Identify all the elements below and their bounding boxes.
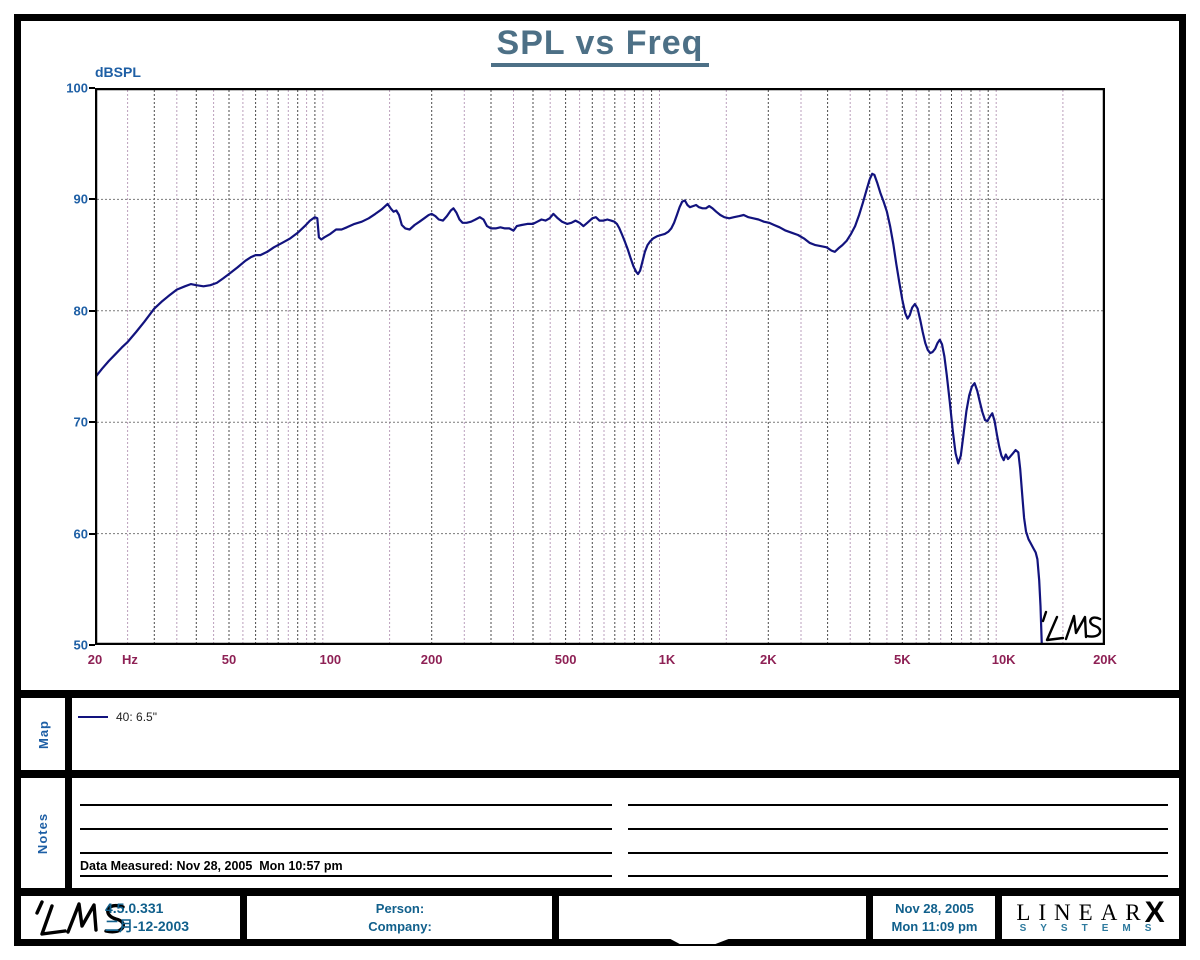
- chart-title: SPL vs Freq: [490, 24, 710, 67]
- footer-divider: [552, 896, 559, 939]
- footer-divider: [995, 896, 1002, 939]
- page-title: SPL vs Freq: [0, 24, 1200, 67]
- y-tick-label: 50: [73, 637, 88, 653]
- note-line: [80, 852, 612, 854]
- lms-logo-icon: [35, 900, 125, 936]
- y-tickmark: [89, 532, 95, 535]
- x-tick-label: 5K: [893, 652, 911, 667]
- legend-item: 40: 6.5": [78, 710, 157, 724]
- separator-notes-footer: [21, 888, 1179, 896]
- spl-curve: [95, 172, 1043, 645]
- notes-panel-label: Notes: [35, 812, 51, 854]
- vertical-gridlines: [127, 90, 1064, 643]
- legend-label: 40: 6.5": [116, 710, 157, 724]
- linearx-systems-text: SYSTEMS: [1019, 923, 1166, 934]
- y-tickmark: [89, 198, 95, 201]
- y-tickmark: [89, 644, 95, 646]
- x-tick-label: 100: [319, 652, 342, 667]
- data-measured-text: Data Measured: Nov 28, 2005 Mon 10:57 pm: [80, 859, 343, 873]
- company-label: Company:: [368, 918, 432, 934]
- linearx-wordmark: LINEAR: [1016, 900, 1149, 925]
- y-tick-label: 90: [73, 191, 88, 207]
- note-line: [628, 852, 1168, 854]
- build-date-text: 二月-12-2003: [105, 918, 190, 934]
- separator-map-notes: [21, 770, 1179, 778]
- x-tick-label: 1K: [658, 652, 676, 667]
- y-tickmark: [89, 309, 95, 312]
- footer-divider: [866, 896, 873, 939]
- y-tickmark: [89, 421, 95, 424]
- y-tick-label: 100: [66, 80, 88, 96]
- map-label-divider: [65, 698, 72, 770]
- spl-chart-svg: [95, 88, 1105, 645]
- page-border: [14, 14, 1186, 946]
- note-line: [80, 875, 612, 877]
- footer-date-text: Nov 28, 2005: [895, 900, 974, 916]
- footer-empty-cell: [560, 896, 866, 939]
- note-line: [628, 875, 1168, 877]
- note-line: [80, 828, 612, 830]
- x-tick-label: 2K: [760, 652, 777, 667]
- linearx-logo: LINEAR X SYSTEMS: [1002, 896, 1179, 939]
- x-tick-label: 20K: [1093, 652, 1117, 667]
- footer-datetime-cell: Nov 28, 2005 Mon 11:09 pm: [874, 896, 995, 939]
- y-tick-label: 80: [73, 303, 88, 319]
- linearx-x-glyph: X: [1144, 896, 1165, 929]
- lms-watermark-icon: [1041, 610, 1102, 642]
- y-axis-title: dBSPL: [95, 64, 141, 80]
- note-line: [628, 804, 1168, 806]
- y-tick-label: 60: [73, 526, 88, 542]
- horizontal-gridlines: [97, 198, 1103, 535]
- border-notch-artifact: [663, 935, 739, 944]
- y-tickmark: [89, 87, 95, 89]
- x-tick-label: 50: [221, 652, 237, 667]
- footer-person-cell: Person: Company:: [248, 896, 552, 939]
- y-tick-label: 70: [73, 414, 88, 430]
- notes-label-divider: [65, 778, 72, 888]
- version-text: 4.5.0.331: [105, 900, 164, 916]
- x-tick-label: 200: [420, 652, 443, 667]
- person-label: Person:: [375, 900, 425, 916]
- separator-chart-map: [21, 690, 1179, 698]
- x-tick-label: 10K: [991, 652, 1016, 667]
- x-tick-label: 500: [554, 652, 577, 667]
- spl-plot-area: [95, 88, 1105, 645]
- x-tick-label: 20: [87, 652, 103, 667]
- footer-time-text: Mon 11:09 pm: [891, 918, 978, 934]
- note-line: [628, 828, 1168, 830]
- footer-divider: [240, 896, 247, 939]
- footer-version-block: 4.5.0.331 二月-12-2003: [105, 899, 189, 935]
- x-axis-unit: Hz: [122, 652, 138, 667]
- legend-line-swatch: [78, 716, 108, 718]
- note-line: [80, 804, 612, 806]
- map-panel-label: Map: [35, 719, 51, 749]
- plot-frame: [95, 88, 1105, 645]
